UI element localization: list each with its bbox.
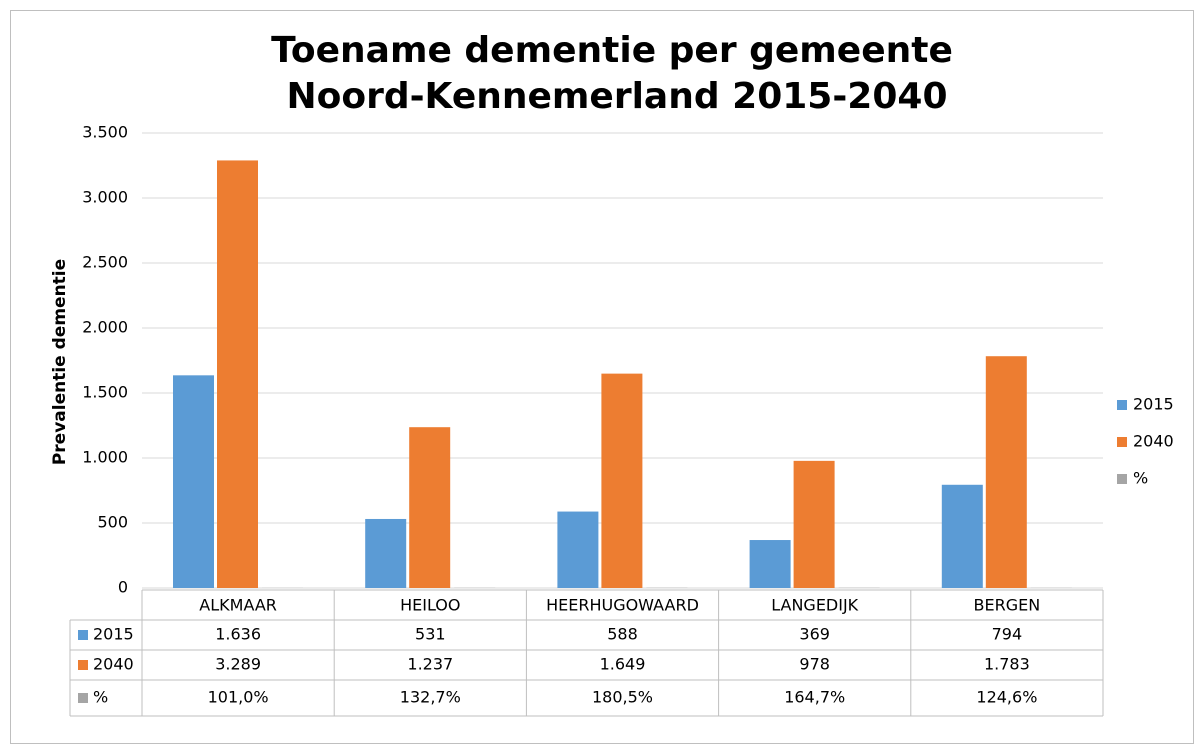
table-row-label: 2040	[93, 655, 134, 674]
chart-title: Noord-Kennemerland 2015-2040	[287, 76, 948, 117]
bar	[749, 540, 791, 588]
y-tick-label: 1.500	[82, 383, 128, 402]
bar	[941, 484, 983, 588]
y-tick-label: 3.000	[82, 188, 128, 207]
table-cell: 101,0%	[208, 688, 269, 707]
y-tick-label: 500	[97, 513, 128, 532]
bar	[409, 427, 451, 588]
bar	[601, 373, 643, 588]
y-axis-label: Prevalentie dementie	[50, 259, 70, 465]
table-cell: 978	[799, 655, 830, 674]
legend-label: 2040	[1133, 432, 1174, 451]
table-cell: 164,7%	[784, 688, 845, 707]
y-tick-label: 3.500	[82, 123, 128, 142]
x-tick-label: LANGEDIJK	[771, 596, 858, 615]
bar	[365, 518, 407, 588]
x-tick-label: BERGEN	[974, 596, 1041, 615]
bar	[173, 375, 214, 588]
legend-label: %	[1133, 469, 1148, 488]
legend-key	[1117, 474, 1127, 484]
bar	[793, 460, 835, 588]
bar	[985, 356, 1027, 588]
bar	[557, 511, 599, 588]
table-legend-key	[78, 660, 88, 670]
x-tick-label: HEERHUGOWAARD	[546, 596, 699, 615]
table-cell: 1.636	[215, 625, 261, 644]
bar	[217, 160, 258, 588]
table-cell: 588	[607, 625, 638, 644]
y-tick-label: 1.000	[82, 448, 128, 467]
table-legend-key	[78, 630, 88, 640]
chart-title: Toename dementie per gemeente	[271, 30, 953, 71]
table-cell: 1.237	[407, 655, 453, 674]
table-cell: 132,7%	[400, 688, 461, 707]
legend-key	[1117, 400, 1127, 410]
legend-label: 2015	[1133, 395, 1174, 414]
table-cell: 794	[992, 625, 1023, 644]
table-cell: 3.289	[215, 655, 261, 674]
table-cell: 1.649	[600, 655, 646, 674]
table-legend-key	[78, 693, 88, 703]
x-tick-label: HEILOO	[400, 596, 460, 615]
table-cell: 1.783	[984, 655, 1030, 674]
table-row-label: %	[93, 688, 108, 707]
table-cell: 124,6%	[976, 688, 1037, 707]
table-cell: 369	[799, 625, 830, 644]
y-tick-label: 2.000	[82, 318, 128, 337]
legend-key	[1117, 437, 1127, 447]
table-cell: 531	[415, 625, 446, 644]
table-row-label: 2015	[93, 625, 134, 644]
y-tick-label: 2.500	[82, 253, 128, 272]
x-tick-label: ALKMAAR	[199, 596, 277, 615]
y-tick-label: 0	[118, 578, 128, 597]
table-cell: 180,5%	[592, 688, 653, 707]
